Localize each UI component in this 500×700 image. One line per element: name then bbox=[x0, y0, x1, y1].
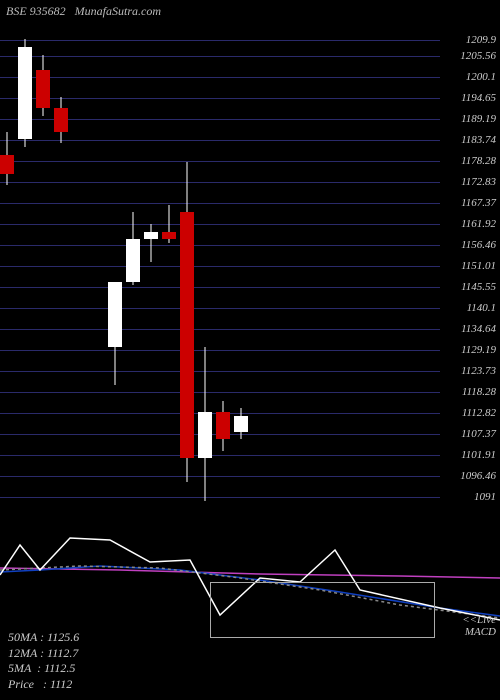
ma12-label: 12MA bbox=[8, 646, 37, 660]
grid-label: 1118.28 bbox=[462, 386, 496, 398]
candle-body bbox=[0, 155, 14, 174]
grid-label: 1091 bbox=[474, 491, 496, 503]
live-label: <<Live bbox=[462, 614, 496, 626]
macd-panel: <<Live MACD bbox=[0, 520, 500, 640]
candlestick bbox=[0, 20, 14, 520]
grid-label: 1112.82 bbox=[462, 407, 496, 419]
ma50-value: 1125.6 bbox=[47, 630, 79, 644]
candle-body bbox=[108, 282, 122, 347]
grid-label: 1129.19 bbox=[461, 344, 496, 356]
candlestick bbox=[216, 20, 230, 520]
price-row: Price : 1112 bbox=[8, 677, 79, 693]
grid-label: 1178.28 bbox=[461, 155, 496, 167]
grid-label: 1107.37 bbox=[461, 428, 496, 440]
grid-label: 1167.37 bbox=[461, 197, 496, 209]
grid-label: 1183.74 bbox=[461, 134, 496, 146]
ma5-label: 5MA bbox=[8, 661, 31, 675]
candle-wick bbox=[151, 224, 152, 262]
grid-label: 1134.64 bbox=[461, 323, 496, 335]
candlestick bbox=[54, 20, 68, 520]
candle-body bbox=[180, 212, 194, 458]
grid-label: 1151.01 bbox=[461, 260, 496, 272]
grid-label: 1200.1 bbox=[466, 71, 496, 83]
candlestick bbox=[144, 20, 158, 520]
ma50-row: 50MA : 1125.6 bbox=[8, 630, 79, 646]
ma5-row: 5MA : 1112.5 bbox=[8, 661, 79, 677]
grid-label: 1096.46 bbox=[460, 470, 496, 482]
candle-body bbox=[216, 412, 230, 439]
grid-label: 1194.65 bbox=[461, 92, 496, 104]
macd-info-box bbox=[210, 582, 435, 638]
macd-text: MACD bbox=[465, 626, 496, 638]
site-label: MunafaSutra.com bbox=[75, 4, 161, 18]
grid-label: 1172.83 bbox=[461, 176, 496, 188]
grid-label: 1145.55 bbox=[461, 281, 496, 293]
ma12-value: 1112.7 bbox=[47, 646, 78, 660]
grid-label: 1101.91 bbox=[461, 449, 496, 461]
candle-body bbox=[144, 232, 158, 240]
candle-body bbox=[198, 412, 212, 458]
ma50-label: 50MA bbox=[8, 630, 37, 644]
grid-label: 1209.9 bbox=[466, 34, 496, 46]
macd-label: <<Live MACD bbox=[462, 614, 496, 638]
candlestick bbox=[162, 20, 176, 520]
grid-label: 1205.56 bbox=[460, 50, 496, 62]
grid-label: 1156.46 bbox=[461, 239, 496, 251]
candle-body bbox=[54, 108, 68, 131]
price-chart: 1209.9 1205.56 1200.1 1194.65 1189.19 1183.74… bbox=[0, 20, 500, 520]
candlestick bbox=[234, 20, 248, 520]
price-value: 1112 bbox=[50, 677, 72, 691]
chart-header: BSE 935682 MunafaSutra.com bbox=[6, 4, 161, 19]
grid-label: 1123.73 bbox=[461, 365, 496, 377]
candlestick bbox=[18, 20, 32, 520]
candle-body bbox=[36, 70, 50, 108]
candlestick bbox=[180, 20, 194, 520]
grid-label: 1161.92 bbox=[461, 218, 496, 230]
candle-body bbox=[126, 239, 140, 281]
candlestick bbox=[36, 20, 50, 520]
stats-block: 50MA : 1125.6 12MA : 1112.7 5MA : 1112.5… bbox=[8, 630, 79, 692]
candle-body bbox=[18, 47, 32, 139]
ticker-label: BSE 935682 bbox=[6, 4, 66, 18]
candlestick bbox=[198, 20, 212, 520]
candle-body bbox=[234, 416, 248, 431]
grid-label: 1140.1 bbox=[467, 302, 496, 314]
candlestick bbox=[126, 20, 140, 520]
candle-body bbox=[162, 232, 176, 240]
ma12-row: 12MA : 1112.7 bbox=[8, 646, 79, 662]
price-label: Price bbox=[8, 677, 34, 691]
candlestick bbox=[108, 20, 122, 520]
ma5-value: 1112.5 bbox=[44, 661, 75, 675]
grid-label: 1189.19 bbox=[461, 113, 496, 125]
